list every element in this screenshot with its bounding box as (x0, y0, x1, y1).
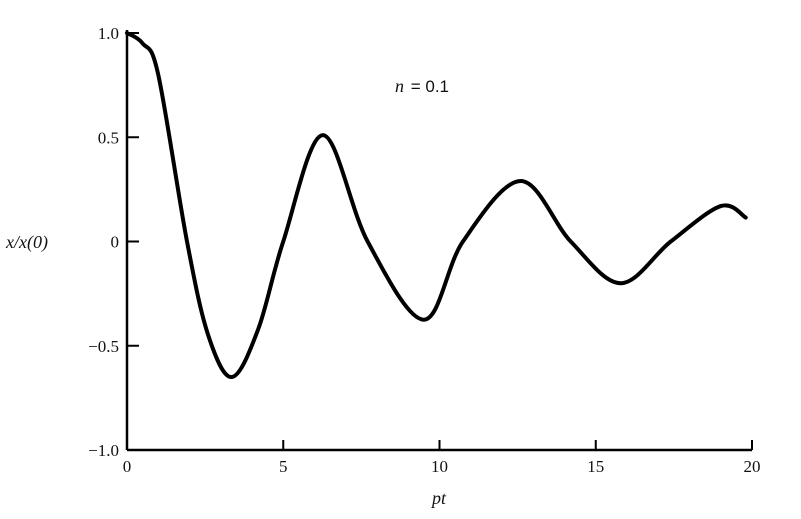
x-tick-label: 0 (123, 457, 132, 476)
y-tick-label: −0.5 (88, 337, 119, 356)
y-tick-label: 0 (111, 233, 120, 252)
x-tick-label: 10 (431, 457, 448, 476)
y-tick-label: 1.0 (98, 24, 119, 43)
x-axis-label: pt (430, 488, 447, 508)
annotation-value: = 0.1 (406, 77, 449, 96)
y-tick-label: −1.0 (88, 441, 119, 460)
series-line (125, 31, 748, 380)
x-tick-label: 15 (587, 457, 604, 476)
x-tick-label: 5 (279, 457, 288, 476)
x-tick-label: 20 (744, 457, 761, 476)
y-tick-label: 0.5 (98, 128, 119, 147)
annotation-var: n (395, 76, 404, 96)
y-axis-label: x/x(0) (5, 232, 48, 253)
